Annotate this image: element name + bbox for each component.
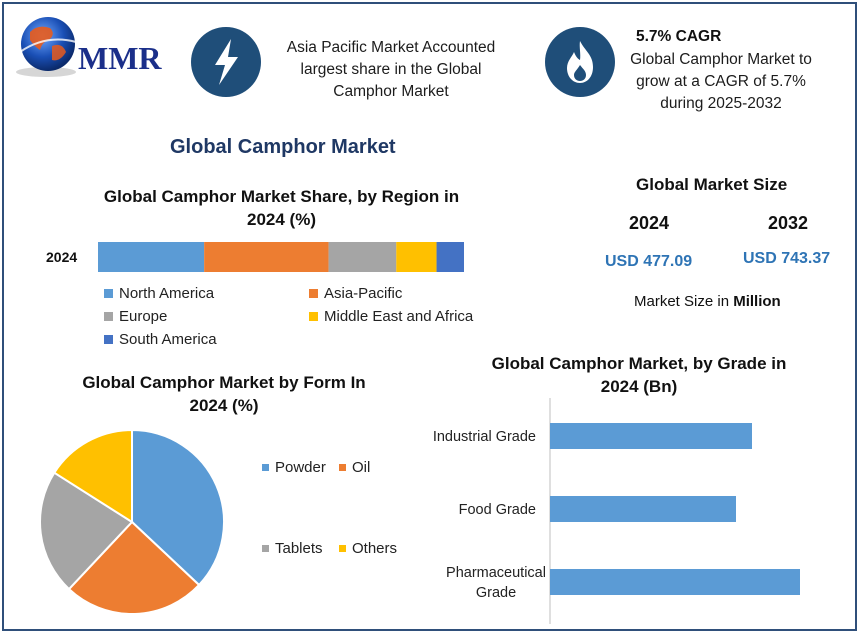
main-title: Global Camphor Market bbox=[170, 136, 396, 158]
year-2032: 2032 bbox=[768, 213, 809, 233]
region-legend-item: South America bbox=[104, 331, 217, 348]
legend-label: North America bbox=[119, 285, 215, 302]
grade-chart-title: Global Camphor Market, by Grade in 2024 … bbox=[491, 354, 787, 396]
form-legend-item: Powder bbox=[262, 459, 326, 476]
legend-swatch bbox=[262, 464, 269, 471]
note2-line: Global Camphor Market to bbox=[630, 51, 812, 68]
unit-bold: Million bbox=[733, 293, 781, 310]
legend-label: Tablets bbox=[275, 540, 323, 557]
legend-swatch bbox=[262, 545, 269, 552]
unit-prefix: Market Size in bbox=[634, 293, 734, 310]
pie-slice bbox=[39, 471, 134, 591]
legend-swatch bbox=[104, 312, 113, 321]
pie-slice bbox=[131, 428, 225, 587]
legend-swatch bbox=[309, 312, 318, 321]
legend-swatch bbox=[339, 464, 346, 471]
market-size-unit-note: Market Size in Million bbox=[634, 293, 781, 310]
legend-label: Europe bbox=[119, 308, 168, 325]
infographic-frame: MMR Asia Pacific Market Accounted larges… bbox=[2, 2, 857, 631]
value-2032: USD 743.37 bbox=[743, 250, 831, 267]
legend-swatch bbox=[104, 289, 113, 298]
pie-slice bbox=[52, 428, 133, 524]
legend-label: Asia-Pacific bbox=[324, 285, 403, 302]
lightning-bolt-icon bbox=[215, 39, 238, 85]
grade-bar bbox=[550, 569, 800, 595]
region-bar-segment bbox=[328, 242, 397, 272]
grade-bar-chart: Industrial Grade Food Grade Pharmaceutical… bbox=[433, 398, 800, 624]
region-legend: North America Asia-Pacific Europe Middle Ea… bbox=[104, 285, 524, 355]
grade-category-label: Industrial Grade bbox=[433, 429, 536, 445]
note1-line: largest share in the Global bbox=[300, 61, 482, 78]
logo-text: MMR bbox=[78, 40, 162, 76]
grade-bar bbox=[550, 423, 752, 449]
form-legend-item: Oil bbox=[339, 459, 370, 476]
asia-pacific-note: Asia Pacific Market Accounted largest sh… bbox=[266, 37, 516, 103]
region-legend-item: North America bbox=[104, 285, 214, 302]
region-stacked-bar-chart: 2024 bbox=[46, 242, 464, 272]
legend-swatch bbox=[309, 289, 318, 298]
form-legend-item: Others bbox=[339, 540, 397, 557]
legend-label: Middle East and Africa bbox=[324, 308, 474, 325]
flame-icon-circle bbox=[545, 27, 615, 97]
lightning-icon-circle bbox=[191, 27, 261, 97]
form-pie-chart bbox=[39, 428, 225, 615]
legend-label: Powder bbox=[275, 459, 326, 476]
region-bar-segment bbox=[396, 242, 437, 272]
region-category-label: 2024 bbox=[46, 249, 77, 265]
market-size-title: Global Market Size bbox=[636, 175, 788, 194]
cagr-note: Global Camphor Market to grow at a CAGR … bbox=[616, 49, 826, 115]
legend-label: Oil bbox=[352, 459, 371, 476]
logo: MMR bbox=[16, 12, 176, 82]
region-bar-segment bbox=[204, 242, 329, 272]
region-chart-title: Global Camphor Market Share, by Region i… bbox=[103, 187, 460, 229]
globe-icon bbox=[16, 17, 77, 77]
value-2024: USD 477.09 bbox=[605, 253, 693, 270]
region-bar-segment bbox=[98, 242, 205, 272]
legend-swatch bbox=[104, 335, 113, 344]
cagr-title: 5.7% CAGR bbox=[636, 28, 722, 45]
region-legend-item: Asia-Pacific bbox=[309, 285, 402, 302]
year-2024: 2024 bbox=[629, 213, 670, 233]
grade-category-label: Food Grade bbox=[459, 502, 536, 518]
grade-bar bbox=[550, 496, 736, 522]
legend-label: Others bbox=[352, 540, 398, 557]
region-legend-item: Middle East and Africa bbox=[309, 308, 473, 325]
note1-line: Asia Pacific Market Accounted bbox=[286, 39, 496, 56]
note2-line: grow at a CAGR of 5.7% bbox=[636, 73, 806, 90]
region-legend-item: Europe bbox=[104, 308, 167, 325]
form-legend-item: Tablets bbox=[262, 540, 323, 557]
legend-swatch bbox=[339, 545, 346, 552]
legend-label: South America bbox=[119, 331, 217, 348]
form-chart-title: Global Camphor Market by Form In 2024 (%… bbox=[82, 373, 366, 415]
region-bar-segment bbox=[436, 242, 464, 272]
flame-icon bbox=[567, 41, 593, 83]
note1-line: Camphor Market bbox=[333, 83, 449, 100]
grade-category-label: Pharmaceutical Grade bbox=[446, 565, 546, 601]
form-legend: Powder Oil Tablets Others bbox=[262, 459, 432, 569]
pie-slice bbox=[67, 520, 201, 615]
note2-line: during 2025-2032 bbox=[660, 95, 782, 112]
